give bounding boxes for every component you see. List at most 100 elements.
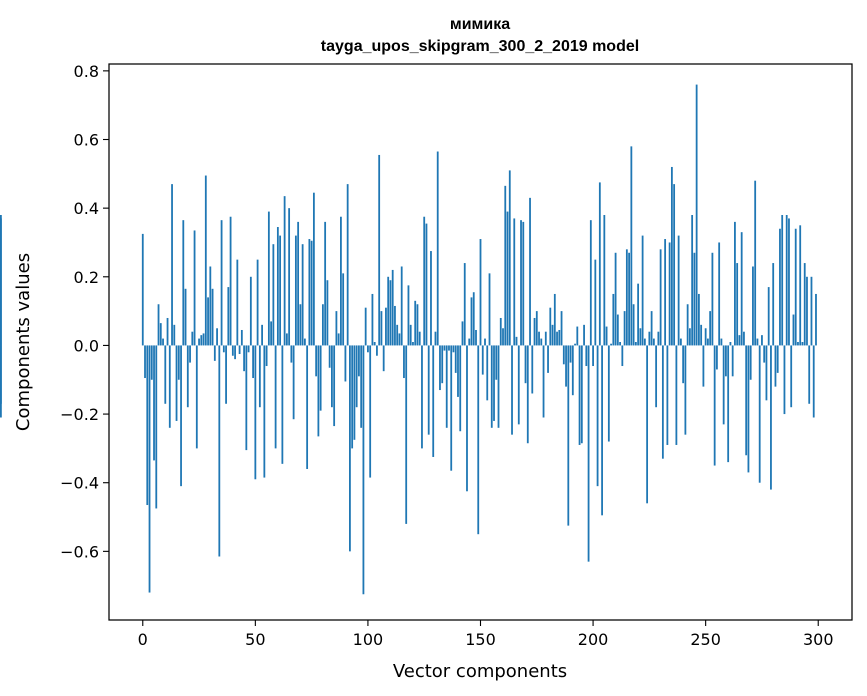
bar-34	[218, 345, 221, 557]
bar-9	[162, 338, 164, 346]
bar-29	[207, 297, 209, 346]
bar-285	[783, 345, 786, 415]
bar-187	[562, 345, 565, 365]
bar-6	[155, 345, 158, 509]
bar-78	[317, 345, 320, 437]
bar-248	[700, 324, 703, 346]
bar-136	[448, 345, 450, 351]
bar-279	[770, 345, 772, 490]
bar-67	[292, 345, 295, 420]
bar-151	[481, 345, 484, 375]
bar-32	[213, 345, 216, 361]
bar-50	[254, 345, 257, 480]
bar-51	[256, 259, 259, 346]
bar-286	[785, 215, 788, 346]
bar-219	[634, 342, 637, 346]
y-tick-label: −0.4	[60, 474, 99, 493]
bar-224	[646, 345, 649, 504]
bar-25	[198, 338, 200, 346]
bar-216	[628, 252, 630, 346]
bar-41	[234, 345, 236, 360]
bar-14	[173, 324, 176, 346]
bar-181	[549, 307, 552, 346]
x-tick-label: 150	[465, 630, 496, 649]
bar-128	[430, 251, 432, 346]
bar-244	[691, 215, 694, 346]
bar-118	[407, 285, 410, 346]
bar-94	[353, 345, 356, 440]
bar-122	[416, 304, 419, 346]
bar-247	[698, 293, 700, 346]
bar-140	[457, 345, 459, 397]
bar-264	[736, 263, 739, 346]
bar-291	[797, 342, 799, 346]
bar-64	[285, 333, 288, 346]
bar-260	[727, 345, 730, 463]
bar-149	[477, 345, 480, 535]
bars-group	[0, 84, 817, 595]
chart-subtitle: tayga_upos_skipgram_300_2_2019 model	[321, 38, 639, 55]
bar-289	[792, 314, 795, 346]
bar-287	[788, 218, 790, 346]
bar-174	[533, 317, 536, 346]
bar-177	[540, 338, 543, 346]
bar-71	[301, 244, 304, 346]
bar-24	[195, 345, 198, 449]
bar-164	[511, 345, 513, 435]
bar-35	[220, 220, 223, 346]
bar-239	[679, 338, 682, 346]
bar-87	[337, 333, 340, 346]
bar-4	[150, 345, 153, 380]
bar-254	[713, 345, 716, 466]
bar-241	[684, 345, 687, 435]
bar-11	[166, 317, 169, 346]
bar-66	[290, 345, 293, 363]
bar-59	[274, 345, 277, 449]
bar-197	[585, 345, 588, 367]
bar-294	[803, 263, 806, 346]
bar-147	[472, 292, 475, 346]
bar-171	[526, 345, 529, 444]
bar-63	[283, 196, 286, 346]
bar-121	[414, 300, 417, 346]
bar-168	[520, 220, 522, 346]
bar-26	[200, 335, 203, 346]
bar-192	[574, 343, 576, 346]
bar-173	[531, 345, 534, 394]
y-tick-label: 0.6	[74, 131, 99, 150]
bar-23	[193, 230, 196, 346]
bar-58	[272, 244, 275, 346]
bar-263	[734, 221, 736, 346]
bar-116	[403, 345, 405, 379]
bar-172	[529, 197, 531, 346]
bar-290	[794, 228, 797, 346]
bar-undefined	[0, 218, 2, 346]
bar-127	[427, 345, 430, 435]
bar-275	[761, 335, 763, 346]
bar-179	[544, 331, 547, 346]
bar-184	[556, 331, 558, 346]
bar-267	[743, 331, 745, 346]
x-tick-label: 200	[578, 630, 609, 649]
bar-60	[276, 227, 279, 346]
bar-198	[587, 345, 590, 562]
bar-80	[321, 304, 324, 346]
bar-27	[202, 333, 205, 346]
bar-55	[265, 345, 268, 367]
bar-218	[632, 304, 635, 346]
bar-176	[538, 331, 540, 346]
bar-111	[391, 269, 394, 346]
y-tick-label: 0.4	[74, 199, 99, 218]
bar-220	[637, 283, 640, 346]
bar-98	[362, 345, 365, 595]
bar-13	[171, 184, 173, 346]
bar-105	[378, 154, 381, 346]
bar-36	[222, 345, 225, 353]
bar-217	[630, 146, 633, 346]
bar-296	[808, 345, 811, 404]
bar-210	[614, 252, 617, 346]
bar-62	[281, 345, 284, 464]
bar-232	[664, 239, 667, 346]
bar-180	[547, 345, 549, 373]
bar-102	[371, 293, 374, 346]
